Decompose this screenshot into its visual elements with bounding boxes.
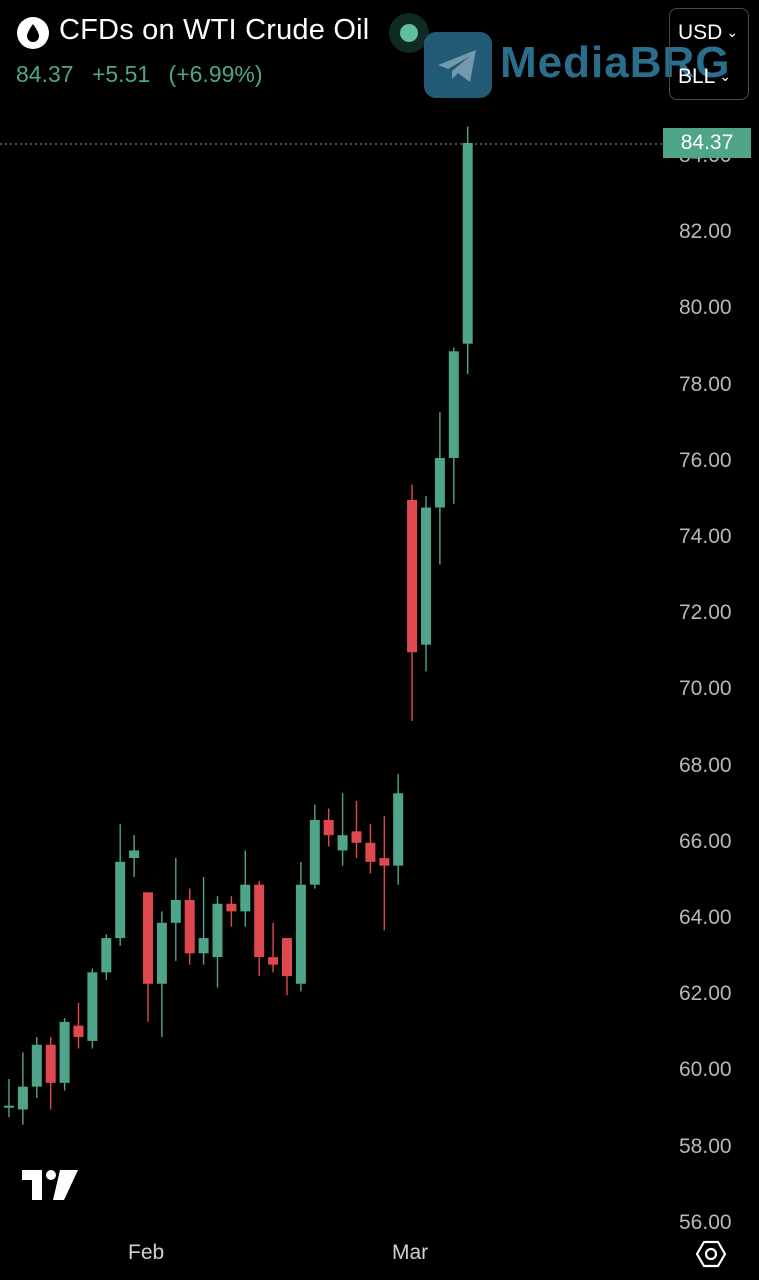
candle-up[interactable]: [115, 861, 126, 939]
last-price-tag: 84.37: [663, 128, 751, 158]
candle-up[interactable]: [101, 938, 112, 973]
candle-up[interactable]: [212, 903, 223, 958]
candle-down[interactable]: [365, 842, 376, 862]
price-change-pct: (+6.99%): [168, 61, 263, 87]
candle-up[interactable]: [198, 938, 209, 954]
y-axis-label: 66.00: [679, 829, 732, 853]
candle-down[interactable]: [323, 819, 334, 836]
candle-up[interactable]: [434, 457, 445, 508]
telegram-icon: [424, 32, 492, 98]
y-axis-label: 70.00: [679, 677, 732, 701]
y-axis-label: 76.00: [679, 448, 732, 472]
price-change: +5.51: [91, 61, 151, 87]
y-axis-label: 72.00: [679, 601, 732, 625]
candle-up[interactable]: [240, 884, 251, 912]
candle-down[interactable]: [407, 499, 418, 653]
candle-up[interactable]: [129, 850, 140, 859]
x-axis-label-mar: Mar: [392, 1241, 429, 1264]
candle-up[interactable]: [156, 922, 167, 984]
candle-up[interactable]: [448, 351, 459, 458]
candle-down[interactable]: [282, 938, 292, 977]
candle-down[interactable]: [226, 903, 237, 912]
watermark: MediaBRG: [424, 30, 754, 100]
candle-up[interactable]: [309, 819, 320, 885]
candle-up[interactable]: [393, 793, 404, 866]
x-axis-label-feb: Feb: [128, 1241, 165, 1264]
y-axis-label: 78.00: [679, 372, 732, 396]
drop-icon: [17, 17, 49, 49]
candle-down[interactable]: [268, 957, 279, 965]
candle-up[interactable]: [4, 1105, 14, 1108]
y-axis-label: 68.00: [679, 753, 732, 777]
candle-down[interactable]: [254, 884, 265, 958]
unit-select[interactable]: BLL ⌄: [678, 65, 731, 89]
candle-down[interactable]: [143, 892, 153, 984]
y-axis-label: 74.00: [679, 525, 732, 548]
candle-up[interactable]: [59, 1021, 70, 1083]
market-status-indicator[interactable]: [389, 13, 429, 53]
header: CFDs on WTI Crude Oil 84.37 +5.51 (+6.99…: [0, 0, 759, 110]
y-axis-label: 56.00: [679, 1210, 732, 1234]
currency-label: USD: [678, 21, 723, 44]
candle-up[interactable]: [17, 1086, 28, 1110]
unit-label: BLL: [678, 65, 716, 88]
y-axis-label: 58.00: [679, 1134, 732, 1158]
candle-up[interactable]: [87, 972, 98, 1041]
tradingview-logo[interactable]: [22, 1168, 80, 1202]
candle-up[interactable]: [170, 899, 181, 923]
settings-icon[interactable]: [695, 1238, 727, 1270]
last-price: 84.37: [16, 61, 74, 87]
y-axis-label: 64.00: [679, 906, 732, 929]
candle-down[interactable]: [45, 1044, 56, 1083]
currency-unit-selector[interactable]: USD ⌄ BLL ⌄: [669, 8, 749, 100]
currency-select[interactable]: USD ⌄: [678, 21, 738, 45]
y-axis-label: 60.00: [679, 1058, 732, 1082]
candle-down[interactable]: [379, 858, 390, 866]
y-axis-label: 62.00: [679, 982, 732, 1006]
quote-line: 84.37 +5.51 (+6.99%): [16, 61, 275, 88]
candle-up[interactable]: [295, 884, 306, 984]
candle-up[interactable]: [462, 142, 473, 344]
candle-up[interactable]: [31, 1044, 42, 1087]
y-axis-label: 82.00: [679, 220, 732, 244]
candle-down[interactable]: [73, 1025, 84, 1038]
candle-down[interactable]: [351, 831, 362, 843]
chevron-down-icon: ⌄: [726, 24, 739, 40]
chevron-down-icon: ⌄: [719, 68, 732, 84]
status-dot-icon: [400, 24, 418, 42]
candle-up[interactable]: [337, 835, 348, 851]
candle-up[interactable]: [421, 507, 431, 645]
y-axis-label: 80.00: [679, 296, 732, 320]
symbol-title[interactable]: CFDs on WTI Crude Oil: [59, 14, 370, 46]
candle-down[interactable]: [184, 899, 195, 954]
watermark-text: MediaBRG: [500, 38, 731, 87]
